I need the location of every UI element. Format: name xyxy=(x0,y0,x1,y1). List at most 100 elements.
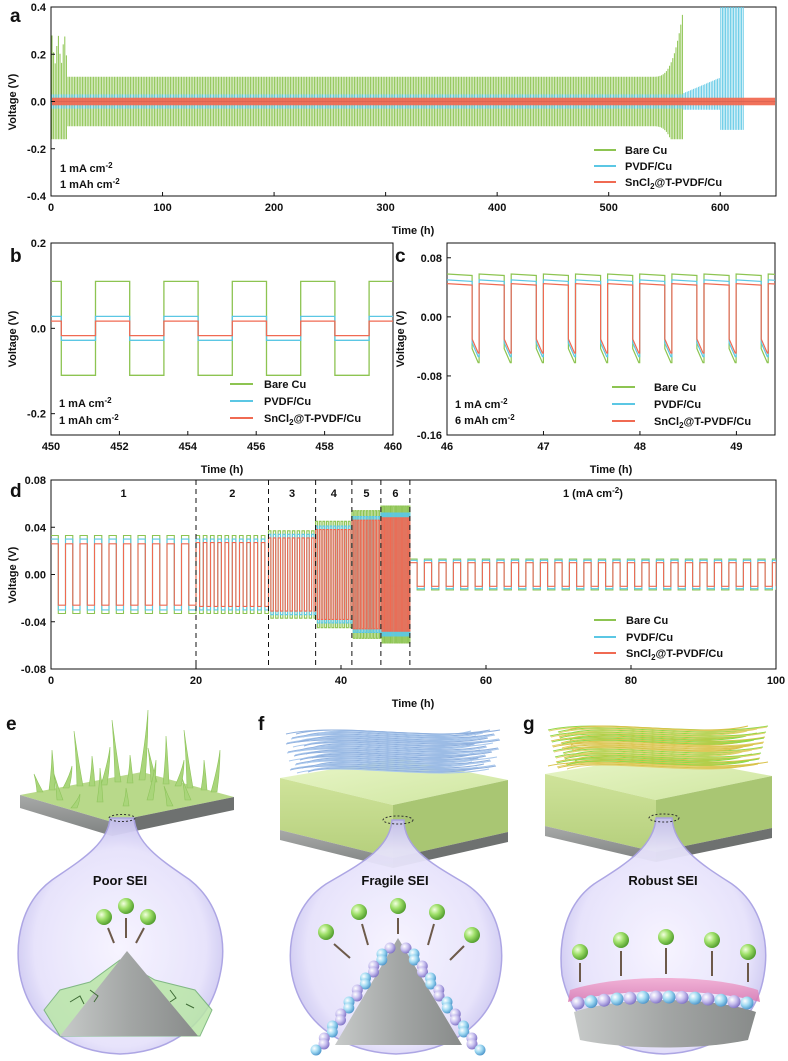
illustration-e: e Poor SEI xyxy=(6,709,234,1055)
fiber xyxy=(561,743,755,749)
series-sncl2-c xyxy=(447,282,775,354)
panel-a-legend: Bare Cu PVDF/Cu SnCl2@T-PVDF/Cu xyxy=(594,145,722,191)
li-ion xyxy=(429,904,445,920)
robust-sei-pink-layer xyxy=(568,978,760,1002)
dendrite xyxy=(122,787,130,807)
fiber xyxy=(312,762,474,768)
panel-c-ann1-sup: -2 xyxy=(500,397,508,406)
panel-a-annotation-current: 1 mA cm-2 xyxy=(60,161,113,175)
dendrite xyxy=(138,709,149,781)
panel-d-xtick-label: 80 xyxy=(625,675,637,687)
panel-label-a: a xyxy=(10,6,21,27)
li-ion xyxy=(318,924,334,940)
sei-particle xyxy=(318,1038,330,1050)
sei-particle xyxy=(727,995,741,1009)
panel-b-ann2-sup: -2 xyxy=(112,413,120,422)
panel-b-chart: b 450 452 454 456 458 460-0.20.00.2 Time (h) … xyxy=(7,238,402,476)
fiber xyxy=(565,759,751,765)
panel-c-legend: Bare Cu PVDF/Cu SnCl2@T-PVDF/Cu xyxy=(612,382,751,430)
li-ion xyxy=(704,932,720,948)
illustration-f: f Fragile SEI xyxy=(258,714,508,1056)
legend-label-bare: Bare Cu xyxy=(626,615,668,627)
li-ion xyxy=(118,898,134,914)
fragile-sei-particles xyxy=(310,942,486,1056)
magnifier-ring-g xyxy=(648,813,680,823)
segment-label-2: 2 xyxy=(229,488,235,500)
series-bare-cu-a xyxy=(51,14,683,140)
panel-d-xtick-label: 20 xyxy=(190,675,202,687)
segment-label-5: 5 xyxy=(363,488,369,500)
panel-c-ann1: 1 mA cm xyxy=(455,399,501,411)
panel-c-ann2: 6 mAh cm xyxy=(455,415,508,427)
panel-c-annotation-current: 1 mA cm-2 xyxy=(455,397,508,411)
panel-a-ann1-sup: -2 xyxy=(105,161,113,170)
sei-particle xyxy=(441,1002,453,1014)
legend-sncl-tail: @T-PVDF/Cu xyxy=(684,416,752,428)
panel-a-xtick-label: 600 xyxy=(711,202,729,214)
sei-cracks xyxy=(69,989,195,1009)
copper-slab-e-front-left xyxy=(20,795,112,836)
fiber xyxy=(549,731,767,737)
dendrite xyxy=(200,759,208,791)
sei-particle xyxy=(400,942,412,954)
panel-a-annotation-capacity: 1 mAh cm-2 xyxy=(60,177,120,191)
panel-a-ytick-label: -0.4 xyxy=(27,191,47,203)
legend-sncl-tail: @T-PVDF/Cu xyxy=(294,413,362,425)
panel-a-ytick-label: -0.2 xyxy=(27,144,46,156)
fiber xyxy=(564,754,752,760)
legend-label-pvdf: PVDF/Cu xyxy=(264,396,311,408)
li-ion xyxy=(351,904,367,920)
electrode-peak-f xyxy=(335,938,462,1045)
sei-particle xyxy=(466,1038,478,1050)
sei-particle xyxy=(584,995,598,1009)
panel-c-xtick-label: 46 xyxy=(441,441,453,453)
panel-b-ytick-label: 0.2 xyxy=(31,238,46,250)
legend-label-bare: Bare Cu xyxy=(264,379,306,391)
copper-slab-e-front-right xyxy=(112,797,234,836)
panel-a-xtick-label: 0 xyxy=(48,202,54,214)
panel-c-xtick-label: 48 xyxy=(634,441,646,453)
fiber xyxy=(550,736,766,742)
panel-d-ytick-label: -0.08 xyxy=(21,664,46,676)
legend-label-sncl: SnCl2@T-PVDF/Cu xyxy=(625,177,722,191)
sei-particle xyxy=(326,1026,338,1038)
sei-particle xyxy=(675,990,689,1004)
legend-sncl-sub: 2 xyxy=(289,418,294,427)
panel-a-ytick-label: 0.0 xyxy=(31,97,46,109)
copper-slab-f-base xyxy=(280,830,393,868)
fiber xyxy=(562,744,754,750)
ion-arrow xyxy=(427,923,435,946)
dendrite xyxy=(146,759,157,801)
fiber xyxy=(569,735,747,741)
dendrite xyxy=(88,755,96,787)
fiber xyxy=(548,726,768,732)
ion-arrow xyxy=(135,927,145,944)
panel-label-f: f xyxy=(258,714,265,735)
legend-label-bare: Bare Cu xyxy=(654,382,696,394)
panel-d-ylabel: Voltage (V) xyxy=(7,546,19,603)
legend-sncl-sub: 2 xyxy=(651,653,656,662)
segment-label-1: 1 xyxy=(120,488,126,500)
legend-sncl-sub: 2 xyxy=(679,421,684,430)
panel-b-xtick-label: 454 xyxy=(179,441,198,453)
sei-particle xyxy=(310,1044,322,1056)
dendrite xyxy=(33,773,44,793)
panel-c-ytick-label: 0.08 xyxy=(421,253,442,265)
fiber xyxy=(567,729,749,735)
dendrite xyxy=(183,729,194,789)
fiber xyxy=(556,758,760,764)
panel-d-xtick-label: 40 xyxy=(335,675,347,687)
ion-arrow xyxy=(333,943,351,959)
panel-b-ann1-sup: -2 xyxy=(104,396,112,405)
panel-c-xtick-label: 47 xyxy=(537,441,549,453)
fiber xyxy=(302,732,484,738)
panel-b-ann1: 1 mA cm xyxy=(59,398,105,410)
dendrite xyxy=(111,719,122,783)
dendrite xyxy=(181,777,192,801)
dendrite xyxy=(62,765,73,789)
li-ion xyxy=(572,944,588,960)
sei-particle xyxy=(376,954,388,966)
sei-particle xyxy=(408,954,420,966)
fiber xyxy=(551,737,765,743)
legend-label-pvdf: PVDF/Cu xyxy=(625,161,672,173)
